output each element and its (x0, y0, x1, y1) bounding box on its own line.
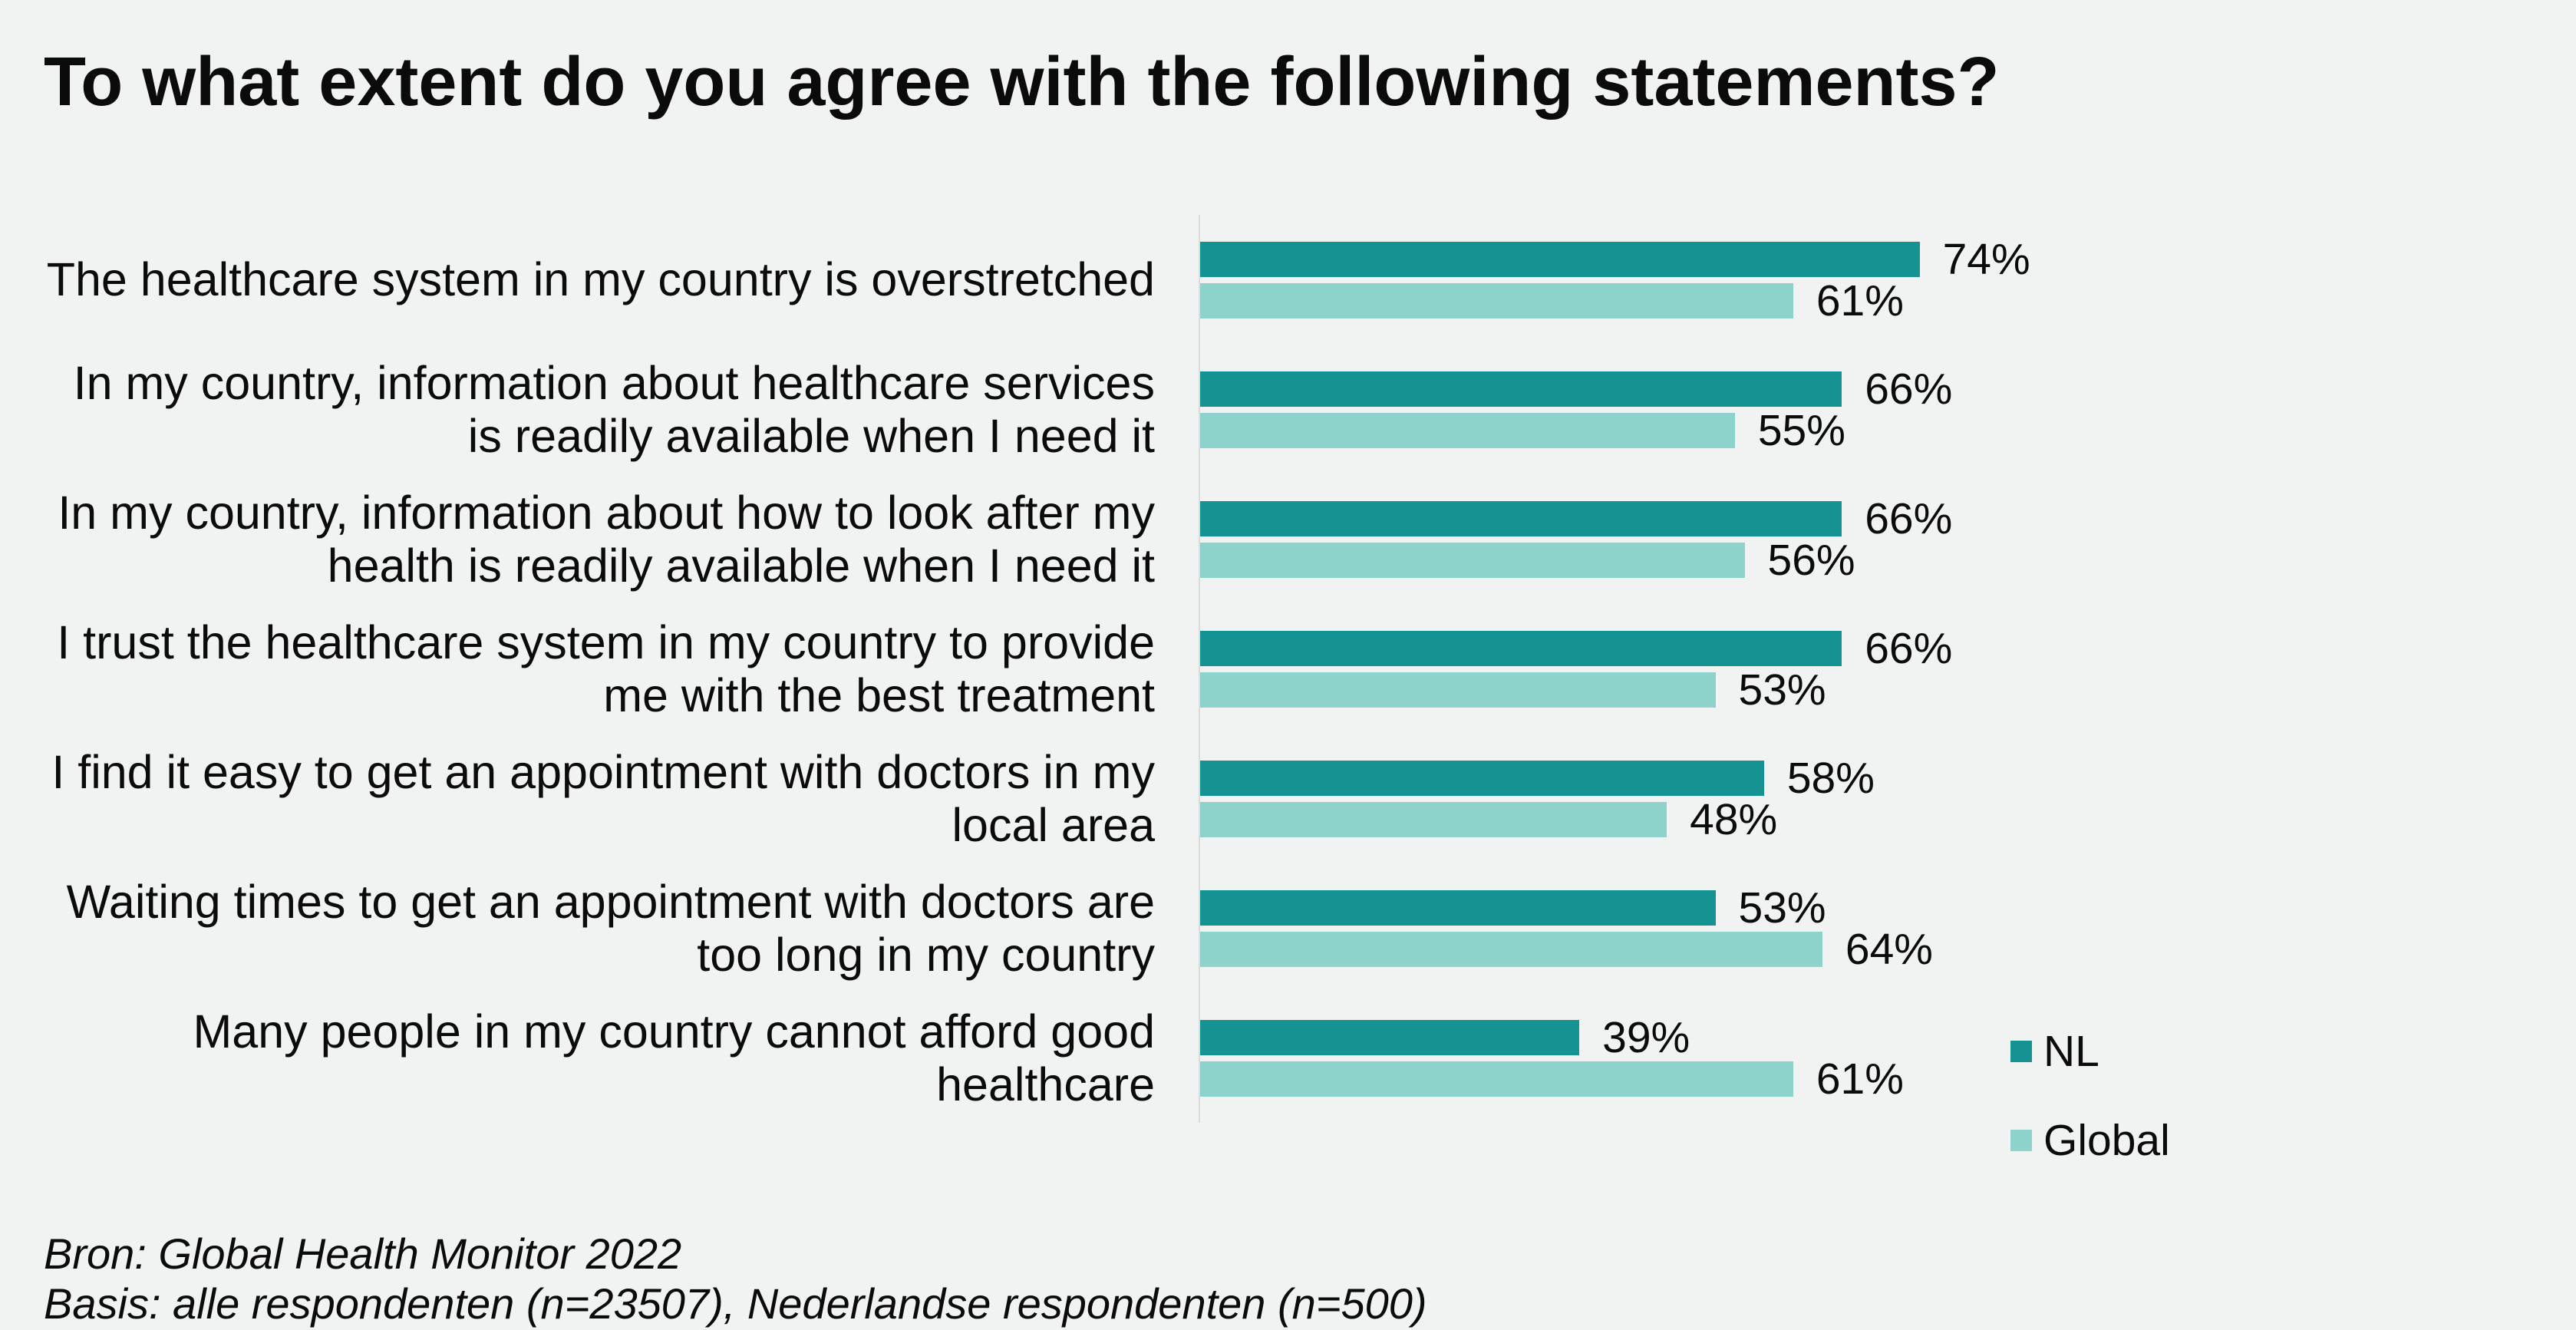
bar-line-global: 53% (1200, 665, 1952, 715)
bar-group: 66% 55% (1200, 365, 1952, 455)
bar-line-nl: 53% (1200, 883, 1933, 932)
bar-group: 39% 61% (1200, 1013, 1904, 1104)
bar-group: 58% 48% (1200, 754, 1875, 844)
bar-group: 66% 56% (1200, 494, 1952, 585)
axis-baseline (1199, 215, 1200, 1123)
bar-line-nl: 66% (1200, 494, 1952, 543)
chart-rows: The healthcare system in my country is o… (0, 215, 2576, 1123)
category-label: In my country, information about healthc… (73, 357, 1155, 462)
bar-line-nl: 39% (1200, 1013, 1904, 1062)
bar-line-global: 56% (1200, 536, 1952, 585)
chart-title: To what extent do you agree with the fol… (44, 44, 2000, 120)
bar-group: 74% 61% (1200, 235, 2030, 325)
category-label: I trust the healthcare system in my coun… (57, 616, 1155, 721)
bar-line-global: 55% (1200, 406, 1952, 455)
bar-line-nl: 58% (1200, 754, 1875, 803)
legend: NL Global (2010, 1027, 2170, 1165)
bar-line-nl: 74% (1200, 235, 2030, 284)
bar-group: 53% 64% (1200, 883, 1933, 974)
value-label-nl: 58% (1786, 753, 1875, 803)
value-label-nl: 74% (1942, 234, 2030, 284)
value-label-global: 56% (1767, 535, 1855, 585)
value-label-global: 61% (1816, 276, 1904, 325)
source-note: Bron: Global Health Monitor 2022 Basis: … (44, 1229, 1427, 1329)
basis-line: Basis: alle respondenten (n=23507), Nede… (44, 1279, 1427, 1328)
chart-row: Waiting times to get an appointment with… (0, 863, 2576, 993)
bar-nl (1200, 630, 1842, 666)
value-label-global: 55% (1757, 405, 1845, 455)
bar-nl (1200, 1019, 1580, 1055)
value-label-nl: 66% (1865, 493, 1953, 543)
bar-nl (1200, 371, 1842, 407)
bar-line-nl: 66% (1200, 365, 1952, 414)
bar-nl (1200, 241, 1920, 277)
source-line: Bron: Global Health Monitor 2022 (44, 1229, 682, 1278)
value-label-nl: 39% (1602, 1012, 1690, 1062)
bar-group: 66% 53% (1200, 624, 1952, 715)
category-label: The healthcare system in my country is o… (46, 253, 1155, 306)
bar-nl (1200, 760, 1764, 796)
category-label: I find it easy to get an appointment wit… (51, 746, 1155, 851)
bar-global (1200, 542, 1745, 578)
legend-label-global: Global (2043, 1116, 2170, 1165)
legend-item-global: Global (2010, 1116, 2170, 1165)
legend-label-nl: NL (2043, 1027, 2099, 1076)
bar-line-global: 48% (1200, 795, 1875, 844)
bar-line-global: 61% (1200, 276, 2030, 325)
bar-line-global: 64% (1200, 925, 1933, 974)
chart-row: Many people in my country cannot afford … (0, 993, 2576, 1123)
chart-area: The healthcare system in my country is o… (0, 215, 2576, 1123)
value-label-global: 53% (1738, 665, 1826, 715)
category-label: Waiting times to get an appointment with… (66, 876, 1155, 981)
bar-nl (1200, 500, 1842, 536)
bar-line-nl: 66% (1200, 624, 1952, 673)
bar-line-global: 61% (1200, 1054, 1904, 1104)
value-label-nl: 53% (1738, 883, 1826, 932)
value-label-global: 64% (1845, 924, 1933, 974)
value-label-global: 48% (1690, 794, 1778, 844)
chart-row: In my country, information about healthc… (0, 345, 2576, 474)
category-label: Many people in my country cannot afford … (193, 1005, 1155, 1111)
bar-global (1200, 412, 1735, 448)
global-legend-swatch-icon (2010, 1130, 2032, 1151)
bar-global (1200, 931, 1822, 967)
bar-global (1200, 672, 1716, 708)
bar-global (1200, 282, 1793, 318)
bar-global (1200, 1061, 1793, 1097)
value-label-nl: 66% (1865, 364, 1953, 414)
category-label: In my country, information about how to … (58, 487, 1155, 592)
chart-row: In my country, information about how to … (0, 474, 2576, 604)
chart-row: I trust the healthcare system in my coun… (0, 604, 2576, 734)
nl-legend-swatch-icon (2010, 1041, 2032, 1062)
bar-global (1200, 801, 1667, 837)
chart-row: I find it easy to get an appointment wit… (0, 734, 2576, 863)
chart-row: The healthcare system in my country is o… (0, 215, 2576, 345)
bar-nl (1200, 889, 1716, 926)
value-label-nl: 66% (1865, 623, 1953, 673)
value-label-global: 61% (1816, 1054, 1904, 1104)
legend-item-nl: NL (2010, 1027, 2170, 1076)
